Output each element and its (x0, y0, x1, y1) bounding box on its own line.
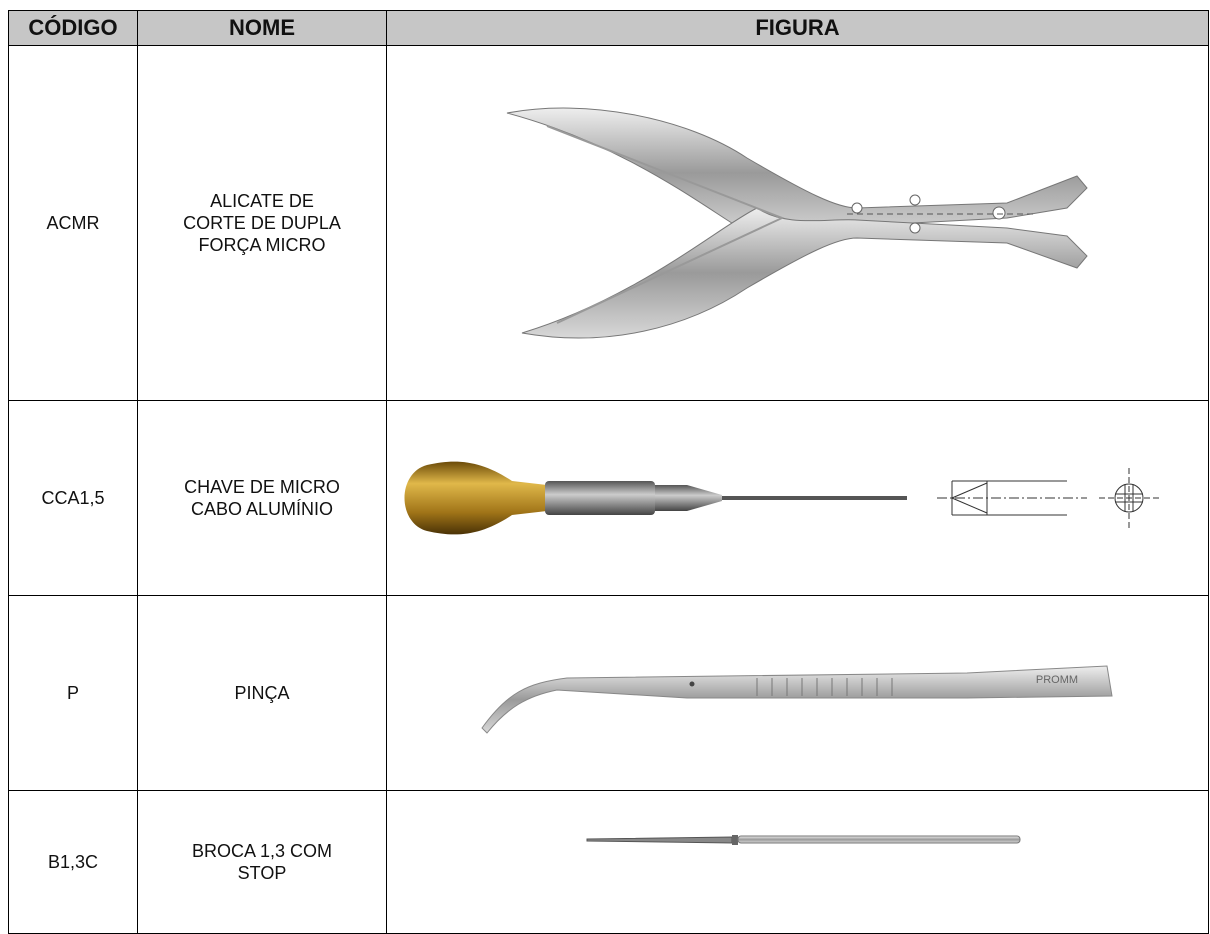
screwdriver-figure (392, 428, 1162, 548)
pliers-rivet (909, 194, 921, 206)
row: ACMR ALICATE DE CORTE DE DUPLA FORÇA MIC… (8, 45, 1209, 401)
tech-drawing (937, 468, 1162, 528)
figure-cell (386, 45, 1209, 401)
tweezers-body (481, 665, 1113, 734)
figure-cell: PROMM (386, 595, 1209, 791)
name-cell: BROCA 1,3 COM STOP (137, 790, 387, 934)
tweezers-pin (689, 681, 695, 687)
pliers-spring (546, 125, 785, 324)
pliers-rivet (909, 222, 921, 234)
grip-lines (756, 678, 893, 696)
pliers-figure (506, 107, 1088, 339)
cross-slot (1115, 484, 1143, 512)
shaft (722, 496, 907, 500)
row: CCA1,5 CHAVE DE MICRO CABO ALUMÍNIO (8, 400, 1209, 596)
name-cell: PINÇA (137, 595, 387, 791)
drill-flutes (586, 836, 733, 844)
code-cell: CCA1,5 (8, 400, 138, 596)
header-cell: NOME (137, 10, 387, 46)
pliers-lower-handle (521, 207, 1088, 339)
engraving: PROMM (1036, 674, 1078, 686)
drill-figure (586, 835, 1021, 845)
drill-shank (737, 835, 1021, 844)
ferrule (655, 485, 722, 511)
header-cell: CÓDIGO (8, 10, 138, 46)
instrument-table: CÓDIGO NOME FIGURA ACMR ALICATE DE CORTE… (8, 10, 1209, 934)
code-cell: ACMR (8, 45, 138, 401)
name-cell: CHAVE DE MICRO CABO ALUMÍNIO (137, 400, 387, 596)
figure-cell (386, 400, 1209, 596)
end-view (1114, 483, 1144, 513)
tweezers-figure: PROMM (481, 665, 1113, 734)
header-cell: FIGURA (386, 10, 1209, 46)
page: CÓDIGO NOME FIGURA ACMR ALICATE DE CORTE… (8, 10, 1209, 934)
pliers-rivet (851, 202, 863, 214)
code-cell: P (8, 595, 138, 791)
code-cell: B1,3C (8, 790, 138, 934)
pliers-rivet (992, 206, 1006, 220)
figure-cell (386, 790, 1209, 934)
side-view (951, 480, 1067, 516)
pliers-upper-handle (506, 107, 1088, 239)
name-cell: ALICATE DE CORTE DE DUPLA FORÇA MICRO (137, 45, 387, 401)
row: P PINÇA PROMM (8, 595, 1209, 791)
handle-bulb (404, 461, 547, 535)
row: B1,3C BROCA 1,3 COM STOP (8, 790, 1209, 934)
handle-grip (545, 481, 655, 515)
drill-stop (732, 835, 738, 845)
header-row: CÓDIGO NOME FIGURA (8, 10, 1209, 46)
